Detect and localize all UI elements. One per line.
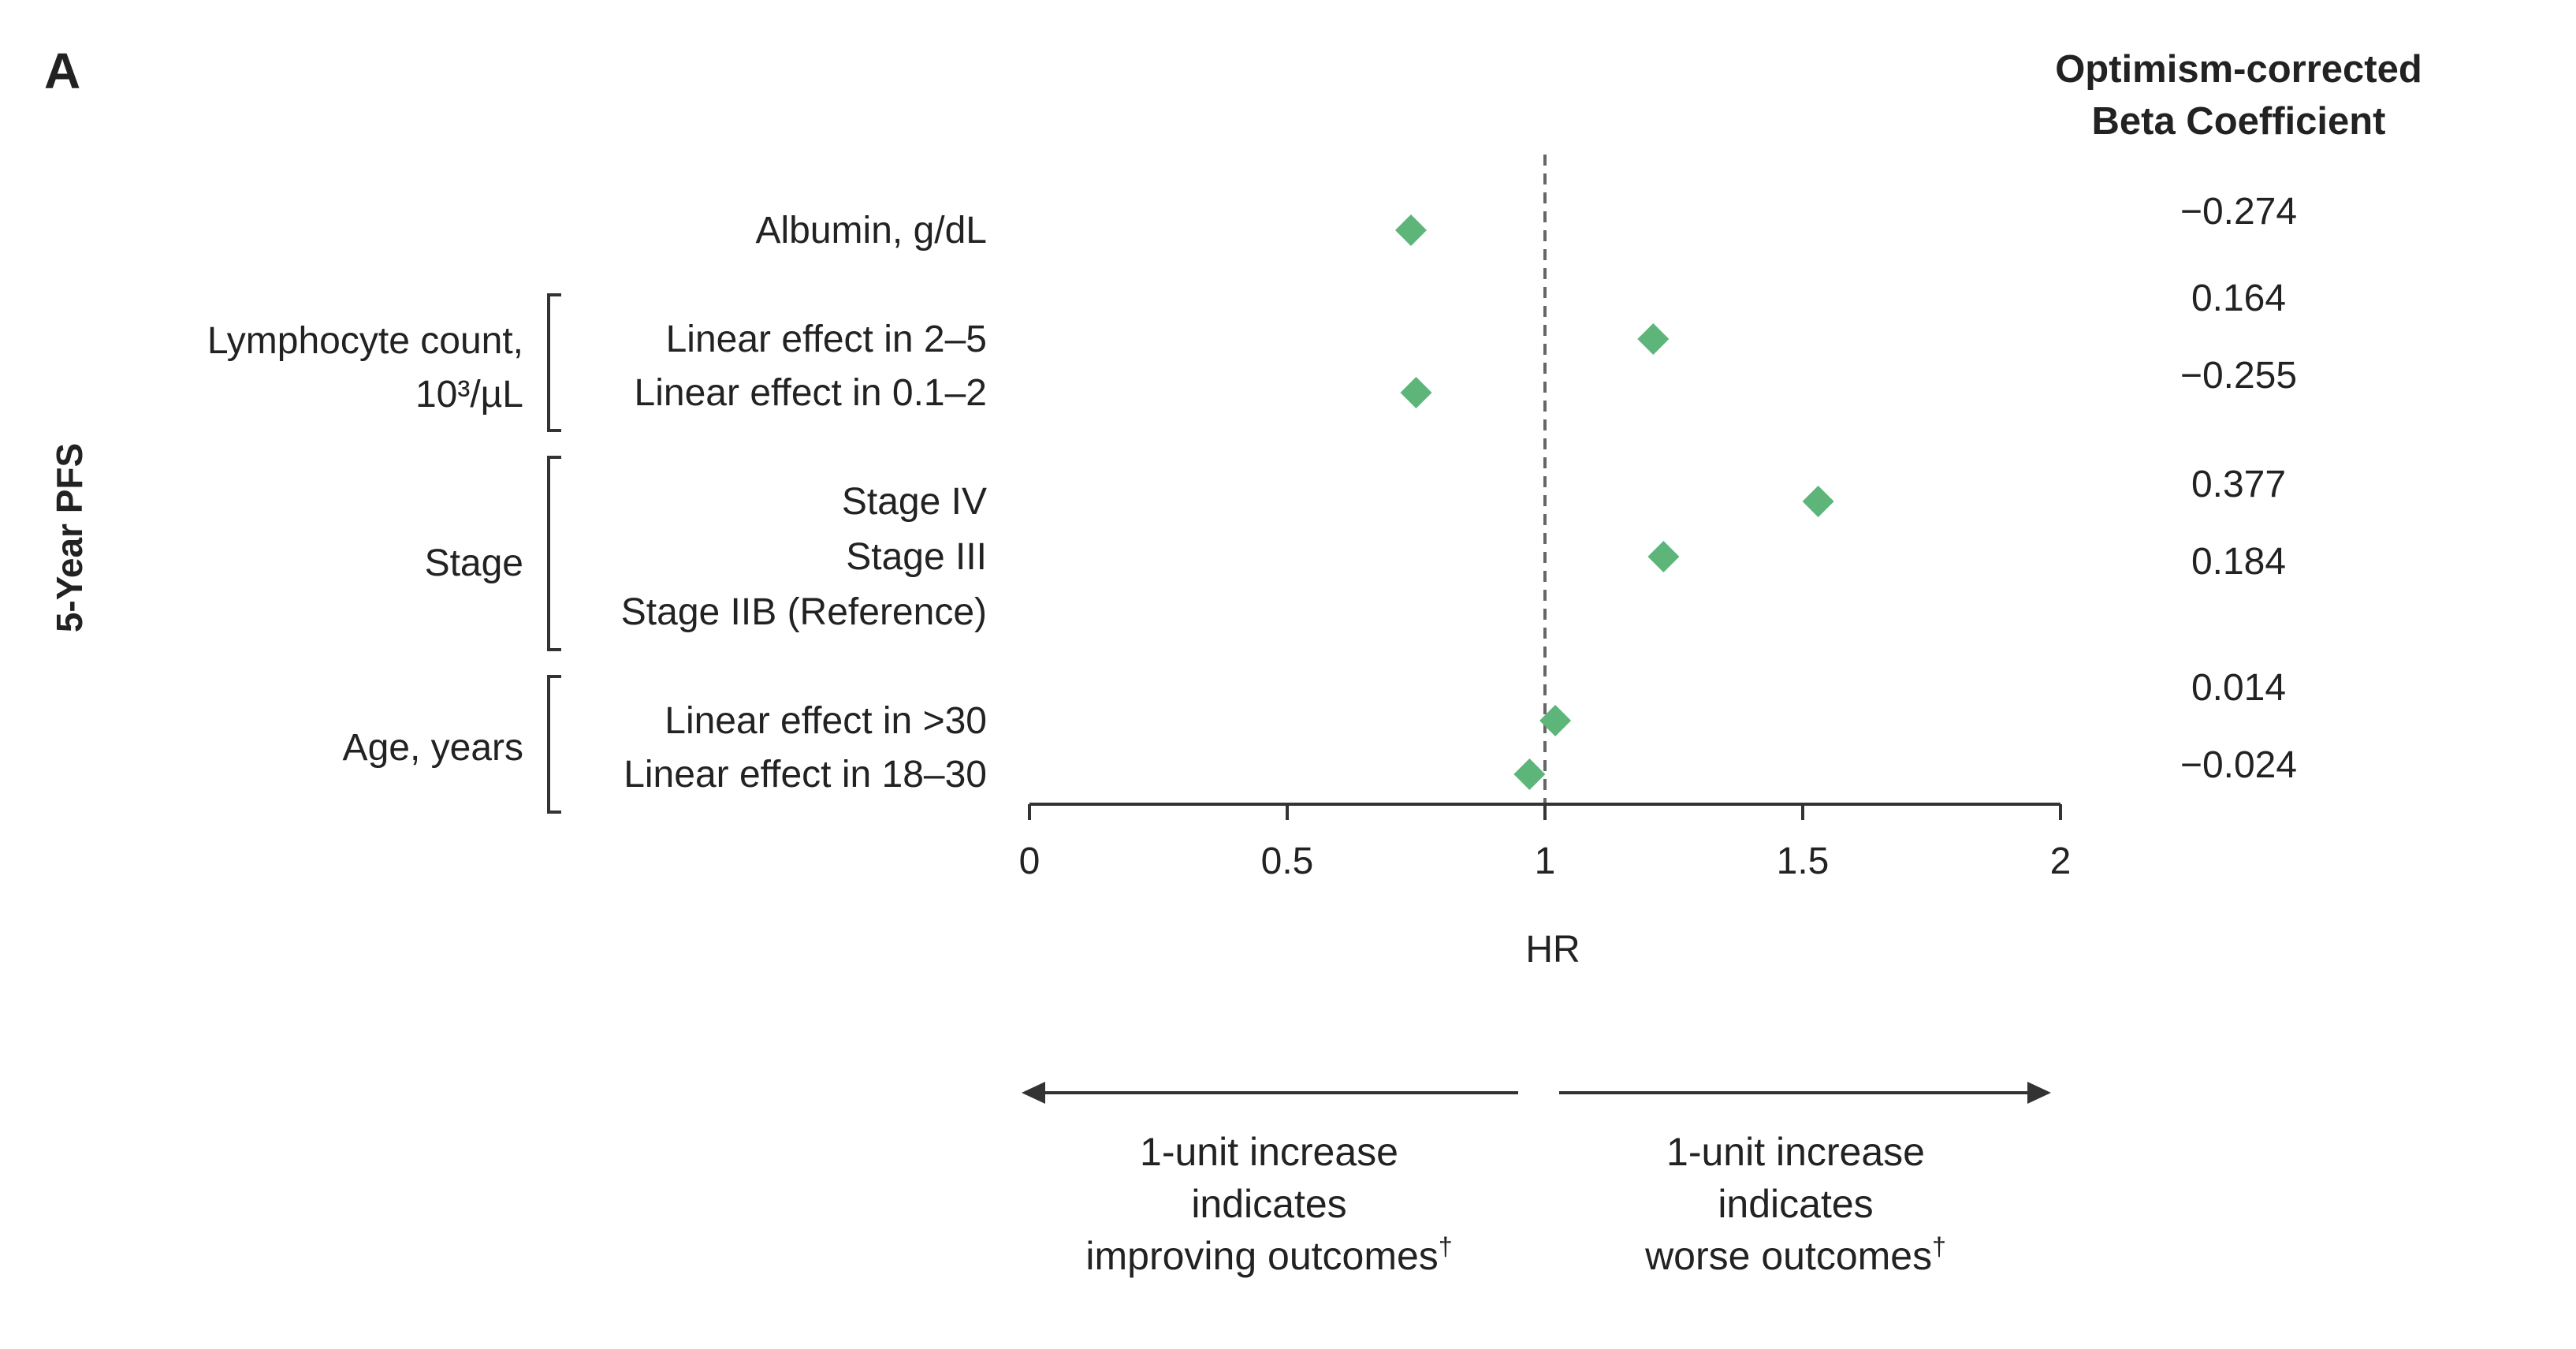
group-bracket (547, 456, 561, 651)
beta-header-line2: Beta Coefficient (2091, 100, 2385, 143)
beta-value: −0.024 (2180, 744, 2297, 786)
x-tick-label: 0.5 (1261, 840, 1314, 882)
beta-value: −0.274 (2180, 191, 2297, 233)
beta-header-line1: Optimism-corrected (2055, 48, 2422, 91)
row-label: Linear effect in 0.1–2 (635, 372, 987, 414)
x-axis: 0 0.5 1 1.5 2 (1019, 155, 2072, 882)
x-axis-title: HR (1525, 929, 1580, 971)
hr-marker (1513, 758, 1546, 790)
hr-marker (1637, 323, 1670, 355)
right-arrow-head (2027, 1082, 2051, 1104)
row-label: Stage IV (842, 481, 987, 523)
group-bracket (547, 293, 561, 432)
annotation-worse-text: 1-unit increase (1666, 1130, 1925, 1174)
hr-marker (1400, 377, 1432, 408)
row-label: Linear effect in >30 (664, 700, 987, 742)
row-label: Linear effect in 2–5 (666, 319, 987, 360)
row-label: Albumin, g/dL (755, 210, 987, 252)
hr-marker (1539, 705, 1572, 736)
beta-value: 0.164 (2191, 278, 2286, 319)
hr-marker (1394, 214, 1427, 246)
x-tick-label: 2 (2050, 840, 2072, 882)
row-labels: Albumin, g/dL Linear effect in 2–5 Linear … (207, 210, 987, 796)
x-tick-label: 1.5 (1777, 840, 1830, 882)
row-label: Stage III (846, 536, 987, 578)
group-label: Stage (425, 542, 523, 584)
annotation-worse-text: worse outcomes† (1644, 1232, 1946, 1278)
annotation-worse-text: indicates (1718, 1182, 1873, 1226)
annotation-improving-text: 1-unit increase (1140, 1130, 1398, 1174)
group-brackets (547, 293, 561, 814)
hr-marker (1802, 486, 1834, 517)
beta-value: 0.184 (2191, 541, 2286, 583)
row-label: Linear effect in 18–30 (624, 754, 987, 796)
beta-column: −0.274 0.164 −0.255 0.377 0.184 0.014 −0.024 (2180, 191, 2297, 786)
panel-label: A (44, 43, 80, 99)
y-axis-title: 5-Year PFS (49, 443, 90, 632)
group-label: Age, years (343, 727, 523, 769)
group-label: Lymphocyte count, (207, 320, 523, 362)
beta-value: 0.014 (2191, 667, 2286, 709)
annotation-improving-text: improving outcomes† (1085, 1232, 1452, 1278)
row-label: Stage IIB (Reference) (621, 591, 987, 633)
hr-marker (1647, 541, 1680, 572)
x-tick-label: 1 (1535, 840, 1556, 882)
beta-value: 0.377 (2191, 464, 2286, 505)
annotation-improving-text: indicates (1191, 1182, 1346, 1226)
data-markers (1394, 214, 1834, 790)
direction-annotations: 1-unit increase indicates improving outcom… (1022, 1082, 2051, 1278)
group-bracket (547, 675, 561, 814)
group-label: 10³/µL (415, 374, 523, 416)
x-tick-label: 0 (1019, 840, 1040, 882)
beta-value: −0.255 (2180, 355, 2297, 397)
left-arrow-head (1022, 1082, 1045, 1104)
